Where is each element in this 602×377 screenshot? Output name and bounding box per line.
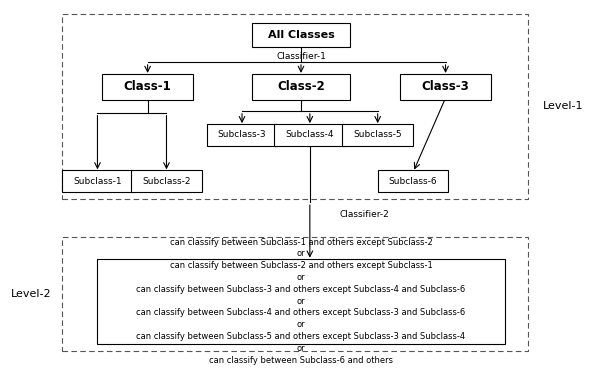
Text: can classify between Subclass-1 and others except Subclass-2
or
can classify bet: can classify between Subclass-1 and othe… — [137, 238, 465, 365]
Text: Class-1: Class-1 — [124, 80, 172, 93]
Text: Class-3: Class-3 — [421, 80, 470, 93]
Text: Classifier-1: Classifier-1 — [276, 52, 326, 61]
Text: Subclass-4: Subclass-4 — [285, 130, 334, 139]
Text: Subclass-5: Subclass-5 — [353, 130, 402, 139]
FancyBboxPatch shape — [400, 74, 491, 100]
FancyBboxPatch shape — [62, 170, 133, 192]
FancyBboxPatch shape — [102, 74, 193, 100]
Text: Subclass-1: Subclass-1 — [73, 176, 122, 185]
Text: Subclass-2: Subclass-2 — [142, 176, 191, 185]
Text: Subclass-3: Subclass-3 — [218, 130, 266, 139]
Bar — [62, 236, 528, 351]
Text: Class-2: Class-2 — [277, 80, 325, 93]
FancyBboxPatch shape — [252, 23, 350, 47]
Text: All Classes: All Classes — [268, 30, 334, 40]
FancyBboxPatch shape — [98, 259, 504, 344]
FancyBboxPatch shape — [377, 170, 448, 192]
Text: Level-1: Level-1 — [543, 101, 583, 112]
Text: Level-2: Level-2 — [10, 289, 51, 299]
Text: Classifier-2: Classifier-2 — [340, 210, 389, 219]
FancyBboxPatch shape — [252, 74, 350, 100]
FancyBboxPatch shape — [275, 124, 345, 146]
FancyBboxPatch shape — [131, 170, 202, 192]
FancyBboxPatch shape — [343, 124, 413, 146]
Text: Subclass-6: Subclass-6 — [389, 176, 438, 185]
Bar — [62, 14, 528, 199]
FancyBboxPatch shape — [206, 124, 278, 146]
